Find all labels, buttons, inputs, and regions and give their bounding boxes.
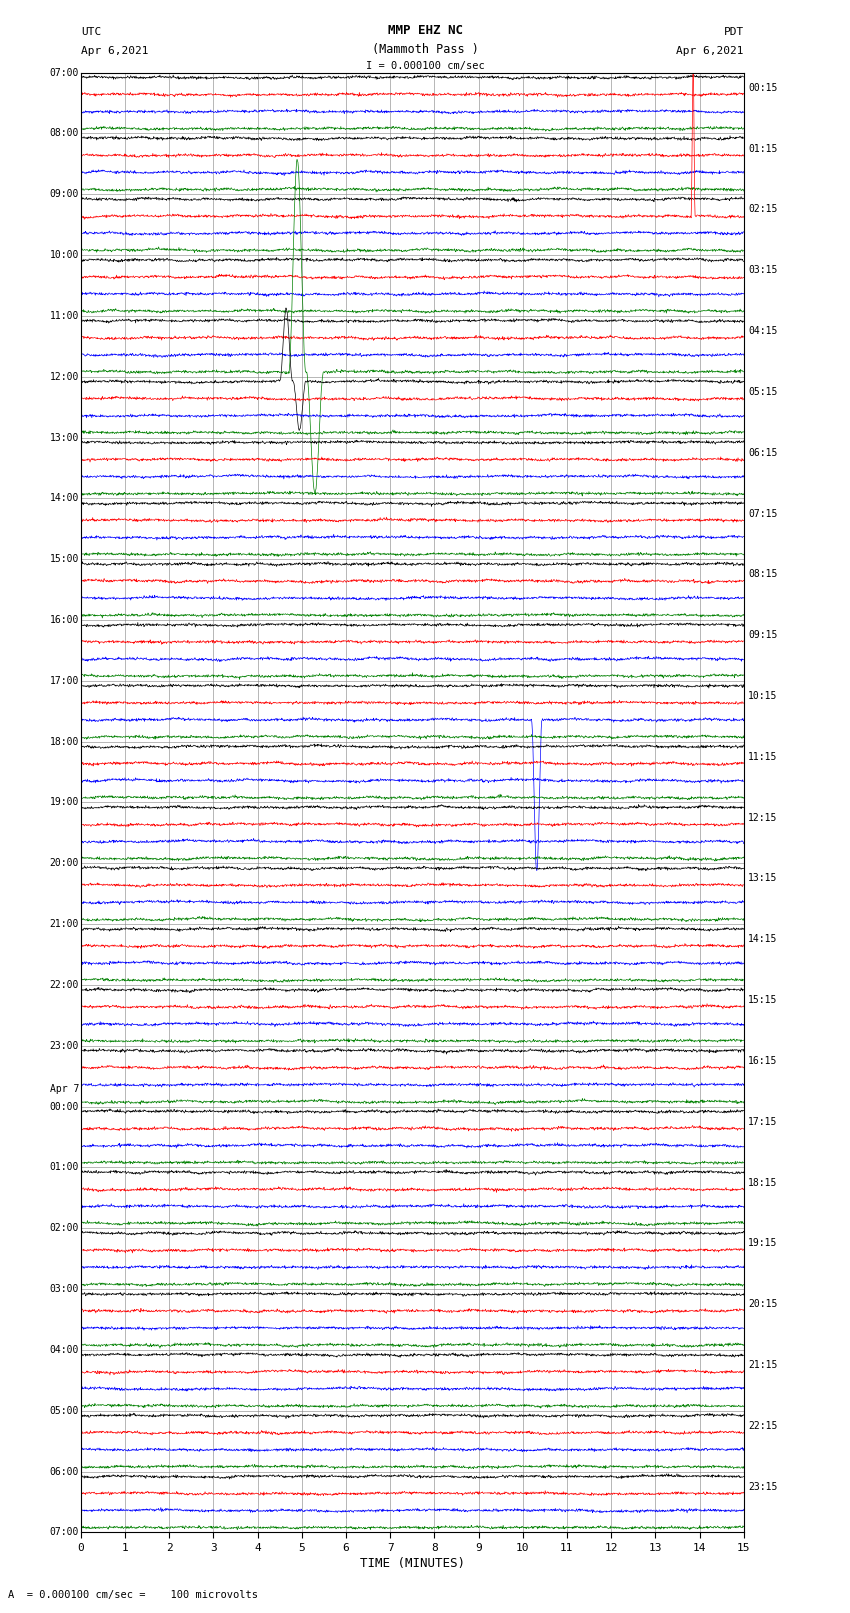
Text: 14:00: 14:00 [49,494,79,503]
Text: 19:15: 19:15 [748,1239,778,1248]
Text: 20:15: 20:15 [748,1298,778,1310]
Text: 15:15: 15:15 [748,995,778,1005]
Text: 05:00: 05:00 [49,1405,79,1416]
Text: 07:15: 07:15 [748,508,778,518]
Text: MMP EHZ NC: MMP EHZ NC [388,24,462,37]
Text: 09:15: 09:15 [748,631,778,640]
Text: 21:15: 21:15 [748,1360,778,1369]
Text: 00:00: 00:00 [49,1102,79,1111]
Text: 23:15: 23:15 [748,1482,778,1492]
Text: 20:00: 20:00 [49,858,79,868]
Text: 07:00: 07:00 [49,1528,79,1537]
Text: 16:15: 16:15 [748,1057,778,1066]
Text: 18:00: 18:00 [49,737,79,747]
Text: Apr 6,2021: Apr 6,2021 [677,47,744,56]
Text: 03:00: 03:00 [49,1284,79,1294]
Text: 06:15: 06:15 [748,448,778,458]
Text: (Mammoth Pass ): (Mammoth Pass ) [371,44,479,56]
Text: 22:15: 22:15 [748,1421,778,1431]
Text: UTC: UTC [81,27,101,37]
Text: 23:00: 23:00 [49,1040,79,1050]
Text: 12:15: 12:15 [748,813,778,823]
Text: 21:00: 21:00 [49,919,79,929]
Text: 02:15: 02:15 [748,205,778,215]
Text: Apr 7: Apr 7 [49,1084,79,1094]
Text: 13:00: 13:00 [49,432,79,442]
Text: 13:15: 13:15 [748,874,778,884]
Text: 12:00: 12:00 [49,371,79,382]
X-axis label: TIME (MINUTES): TIME (MINUTES) [360,1557,465,1569]
Text: 18:15: 18:15 [748,1177,778,1187]
Text: I = 0.000100 cm/sec: I = 0.000100 cm/sec [366,61,484,71]
Text: 14:15: 14:15 [748,934,778,944]
Text: 10:00: 10:00 [49,250,79,260]
Text: 02:00: 02:00 [49,1223,79,1234]
Text: PDT: PDT [723,27,744,37]
Text: 03:15: 03:15 [748,265,778,276]
Text: 01:00: 01:00 [49,1163,79,1173]
Text: 16:00: 16:00 [49,615,79,624]
Text: 00:15: 00:15 [748,82,778,94]
Text: 17:00: 17:00 [49,676,79,686]
Text: 05:15: 05:15 [748,387,778,397]
Text: 10:15: 10:15 [748,690,778,702]
Text: 11:15: 11:15 [748,752,778,761]
Text: 01:15: 01:15 [748,144,778,153]
Text: A  = 0.000100 cm/sec =    100 microvolts: A = 0.000100 cm/sec = 100 microvolts [8,1590,258,1600]
Text: 07:00: 07:00 [49,68,79,77]
Text: 04:15: 04:15 [748,326,778,336]
Text: 15:00: 15:00 [49,555,79,565]
Text: 19:00: 19:00 [49,797,79,808]
Text: 06:00: 06:00 [49,1466,79,1476]
Text: 09:00: 09:00 [49,189,79,200]
Text: 08:15: 08:15 [748,569,778,579]
Text: 08:00: 08:00 [49,129,79,139]
Text: Apr 6,2021: Apr 6,2021 [81,47,148,56]
Text: 04:00: 04:00 [49,1345,79,1355]
Text: 17:15: 17:15 [748,1116,778,1127]
Text: 22:00: 22:00 [49,981,79,990]
Text: 11:00: 11:00 [49,311,79,321]
